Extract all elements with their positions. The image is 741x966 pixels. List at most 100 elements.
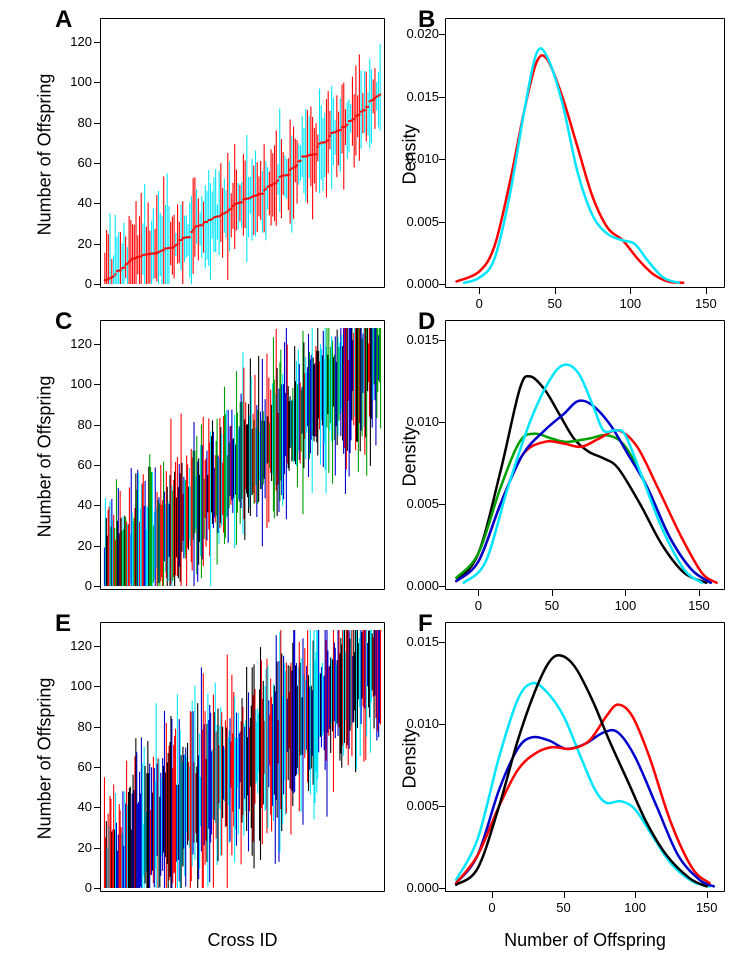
- ytick: [94, 82, 100, 83]
- ytick-label: 0.020: [395, 26, 439, 41]
- ytick-label: 100: [52, 678, 92, 693]
- ytick: [94, 848, 100, 849]
- ytick-label: 100: [52, 74, 92, 89]
- ytick-label: 20: [52, 840, 92, 855]
- xlabel-right: Number of Offspring: [445, 930, 725, 951]
- ytick-label: 0.015: [395, 332, 439, 347]
- xtick-label: 150: [686, 296, 726, 311]
- ytick-label: 0.015: [395, 89, 439, 104]
- ytick-label: 0: [52, 276, 92, 291]
- xtick: [564, 892, 565, 898]
- xtick: [492, 892, 493, 898]
- ytick: [94, 546, 100, 547]
- ytick-label: 40: [52, 799, 92, 814]
- ytick: [439, 340, 445, 341]
- xlabel-left: Cross ID: [100, 930, 385, 951]
- ytick: [94, 807, 100, 808]
- ytick: [94, 244, 100, 245]
- ytick-label: 40: [52, 195, 92, 210]
- panel-C: [100, 320, 385, 590]
- xtick-label: 0: [472, 900, 512, 915]
- ytick-label: 20: [52, 538, 92, 553]
- ytick: [94, 586, 100, 587]
- ytick-label: 80: [52, 115, 92, 130]
- panel-label-A: A: [55, 6, 72, 34]
- ytick-label: 60: [52, 457, 92, 472]
- xtick-label: 50: [544, 900, 584, 915]
- xtick: [707, 892, 708, 898]
- xtick-label: 150: [687, 900, 727, 915]
- ytick: [439, 888, 445, 889]
- ytick-label: 80: [52, 417, 92, 432]
- xtick: [478, 590, 479, 596]
- panel-F: [445, 622, 725, 892]
- ytick: [94, 727, 100, 728]
- xtick-label: 0: [459, 296, 499, 311]
- ytick-label: 0.000: [395, 276, 439, 291]
- ytick-label: 20: [52, 236, 92, 251]
- ytick: [94, 203, 100, 204]
- ytick-label: 120: [52, 638, 92, 653]
- xtick: [479, 288, 480, 294]
- ytick-label: 60: [52, 155, 92, 170]
- ytick-label: 80: [52, 719, 92, 734]
- panel-label-E: E: [55, 610, 71, 638]
- ytick-label: 0.015: [395, 634, 439, 649]
- ytick: [439, 586, 445, 587]
- xtick-label: 100: [610, 296, 650, 311]
- xtick: [625, 590, 626, 596]
- ytick-label: 0: [52, 578, 92, 593]
- ytick: [439, 724, 445, 725]
- figure-root: A B C D E F Number of Offspring Number o…: [0, 0, 741, 966]
- xtick-label: 150: [679, 598, 719, 613]
- ytick-label: 60: [52, 759, 92, 774]
- ylabel-D: Density: [400, 377, 421, 537]
- ytick: [94, 384, 100, 385]
- ytick-label: 0.000: [395, 578, 439, 593]
- ytick-label: 0.005: [395, 798, 439, 813]
- panel-label-C: C: [55, 308, 72, 336]
- ytick-label: 0.010: [395, 414, 439, 429]
- ytick-label: 40: [52, 497, 92, 512]
- ytick: [439, 422, 445, 423]
- ytick: [439, 504, 445, 505]
- ytick: [439, 34, 445, 35]
- xtick: [552, 590, 553, 596]
- xtick: [635, 892, 636, 898]
- ytick-label: 100: [52, 376, 92, 391]
- ytick: [94, 505, 100, 506]
- ytick: [94, 767, 100, 768]
- xtick: [630, 288, 631, 294]
- xtick-label: 100: [605, 598, 645, 613]
- xtick: [555, 288, 556, 294]
- xtick: [699, 590, 700, 596]
- ytick: [439, 806, 445, 807]
- ytick: [94, 123, 100, 124]
- ytick: [94, 686, 100, 687]
- ytick-label: 0.010: [395, 716, 439, 731]
- ytick: [94, 42, 100, 43]
- xtick-label: 50: [535, 296, 575, 311]
- ytick: [439, 222, 445, 223]
- xtick-label: 0: [458, 598, 498, 613]
- panel-A: [100, 18, 385, 288]
- panel-E: [100, 622, 385, 892]
- ytick: [94, 646, 100, 647]
- ytick: [94, 425, 100, 426]
- ytick-label: 0.000: [395, 880, 439, 895]
- ytick: [94, 465, 100, 466]
- ytick: [94, 284, 100, 285]
- ytick-label: 0.010: [395, 151, 439, 166]
- xtick-label: 100: [615, 900, 655, 915]
- xtick-label: 50: [532, 598, 572, 613]
- panel-D: [445, 320, 725, 590]
- ytick: [94, 888, 100, 889]
- ytick-label: 120: [52, 336, 92, 351]
- ytick: [439, 97, 445, 98]
- ylabel-F: Density: [400, 679, 421, 839]
- ytick: [439, 642, 445, 643]
- panel-B: [445, 18, 725, 288]
- ytick: [94, 163, 100, 164]
- xtick: [706, 288, 707, 294]
- ytick: [439, 284, 445, 285]
